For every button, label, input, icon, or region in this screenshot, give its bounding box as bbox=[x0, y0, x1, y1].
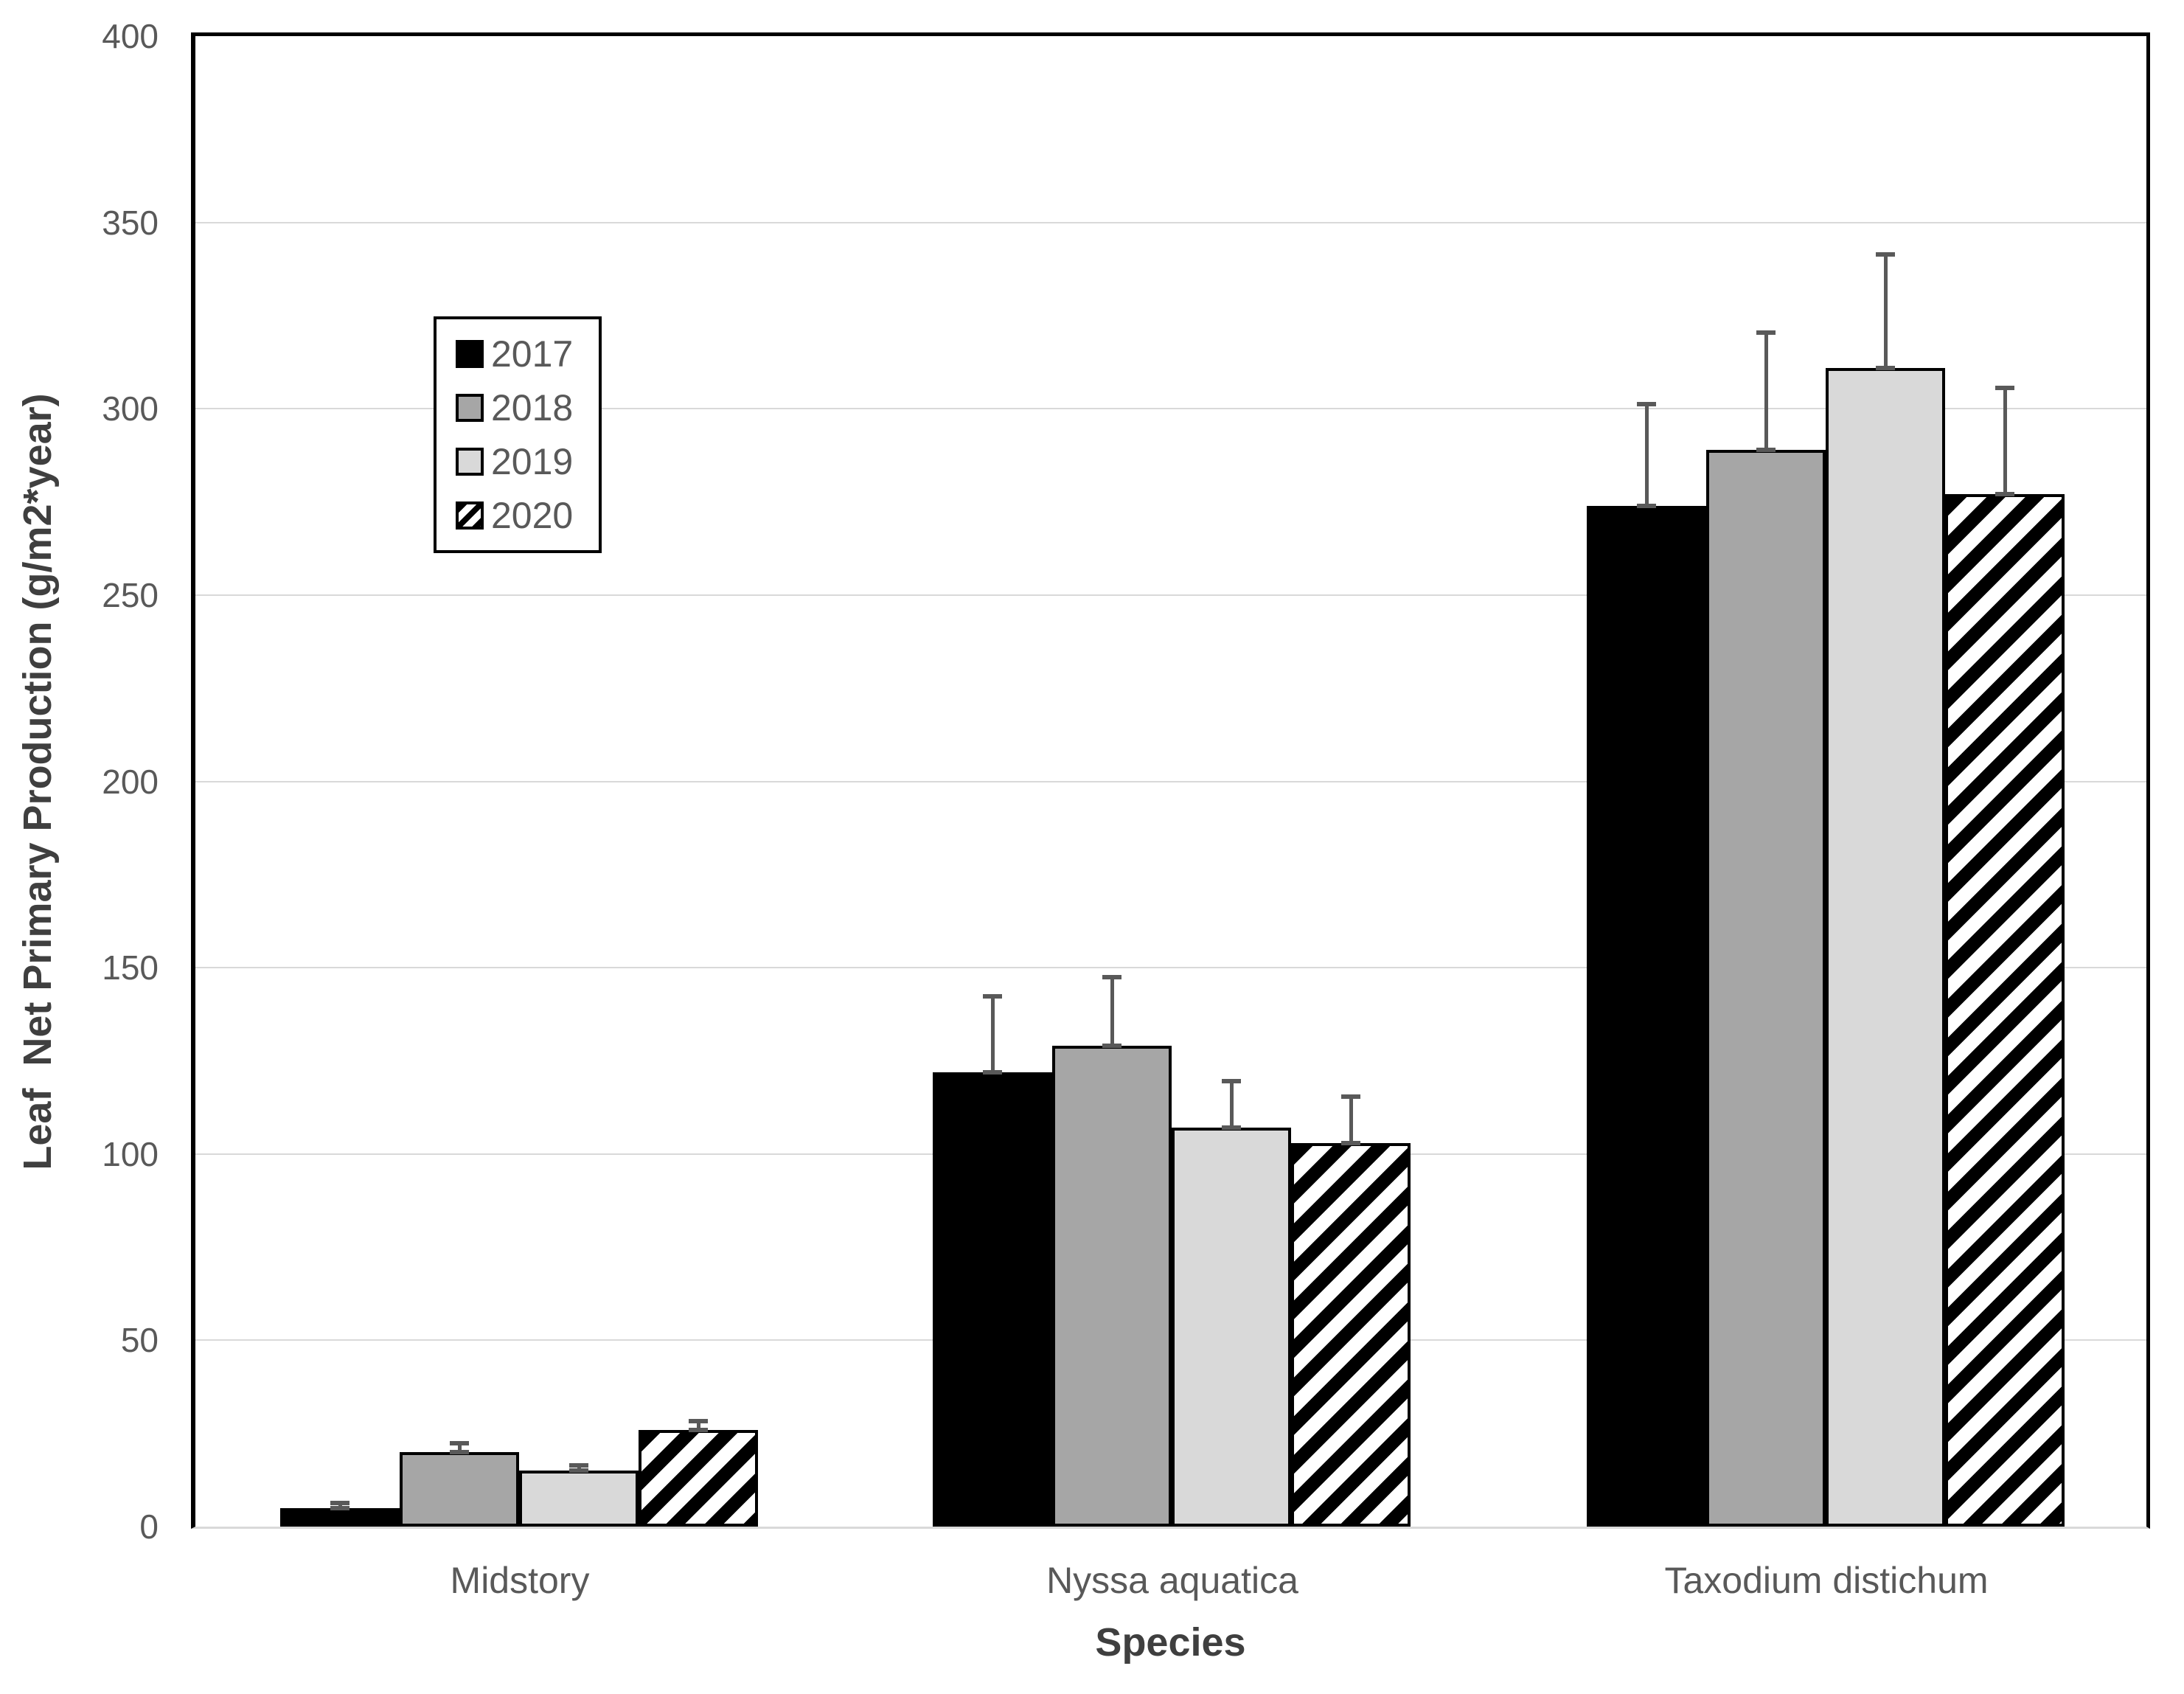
error-bar-cap-bottom bbox=[1995, 492, 2014, 496]
y-tick-label: 300 bbox=[102, 389, 159, 428]
error-bar-line bbox=[457, 1441, 462, 1452]
error-bar-cap-top bbox=[1102, 975, 1121, 979]
legend-label: 2019 bbox=[491, 441, 574, 483]
error-bar-cap-bottom bbox=[689, 1428, 708, 1432]
error-bar-cap-top bbox=[1995, 386, 2014, 390]
bar-2017-nyssa-aquatica bbox=[933, 1072, 1052, 1527]
x-category-label-taxodium: Taxodium distichum bbox=[1664, 1560, 1989, 1601]
bar-2020-nyssa-aquatica bbox=[1291, 1143, 1411, 1527]
error-bar-line bbox=[1349, 1094, 1353, 1143]
error-bar-line bbox=[696, 1419, 700, 1430]
error-bar bbox=[444, 1441, 475, 1454]
x-category-label-nyssa: Nyssa aquatica bbox=[1046, 1560, 1298, 1601]
y-tick-label: 0 bbox=[139, 1507, 159, 1546]
legend-item-2017: 2017 bbox=[456, 336, 599, 372]
legend-label: 2017 bbox=[491, 333, 574, 375]
error-bar-line bbox=[1764, 330, 1768, 450]
error-bar-cap-top bbox=[689, 1419, 708, 1423]
bar-2020-midstory bbox=[639, 1430, 758, 1527]
error-bar bbox=[1335, 1094, 1366, 1145]
error-bar-cap-top bbox=[569, 1463, 588, 1468]
x-category-label-midstory: Midstory bbox=[450, 1560, 590, 1601]
legend-item-2020: 2020 bbox=[456, 497, 599, 534]
error-bar-cap-top bbox=[1637, 402, 1656, 406]
error-bar-cap-top bbox=[983, 994, 1002, 999]
error-bar-line bbox=[1883, 252, 1888, 368]
legend-label: 2020 bbox=[491, 495, 574, 537]
error-bar-line bbox=[2003, 386, 2007, 494]
y-tick-label: 100 bbox=[102, 1134, 159, 1173]
error-bar bbox=[324, 1501, 355, 1510]
legend-label: 2018 bbox=[491, 386, 574, 428]
error-bar-cap-bottom bbox=[1876, 366, 1895, 370]
plot-area bbox=[191, 32, 2150, 1529]
legend-swatch-2020 bbox=[456, 501, 484, 530]
error-bar-line bbox=[1229, 1079, 1234, 1128]
error-bar bbox=[1989, 386, 2020, 496]
error-bar bbox=[977, 994, 1008, 1075]
bar-2018-nyssa-aquatica bbox=[1052, 1046, 1172, 1527]
error-bar-line bbox=[1110, 975, 1114, 1046]
y-tick-label: 350 bbox=[102, 203, 159, 242]
error-bar-cap-bottom bbox=[983, 1070, 1002, 1075]
error-bar-cap-bottom bbox=[1341, 1141, 1360, 1145]
legend-item-2019: 2019 bbox=[456, 443, 599, 480]
bar-2018-midstory bbox=[400, 1452, 519, 1527]
x-axis-title: Species bbox=[1095, 1620, 1246, 1665]
bar-2017-midstory bbox=[280, 1508, 400, 1527]
error-bar-cap-top bbox=[330, 1501, 349, 1505]
legend-swatch-2017 bbox=[456, 339, 484, 368]
bar-2018-taxodium-distichum bbox=[1706, 450, 1826, 1527]
gridline bbox=[195, 221, 2146, 223]
error-bar-cap-top bbox=[450, 1441, 469, 1445]
bar-2019-taxodium-distichum bbox=[1826, 368, 1945, 1527]
error-bar bbox=[1870, 252, 1901, 370]
y-tick-label: 150 bbox=[102, 948, 159, 987]
legend-swatch-2019 bbox=[456, 448, 484, 476]
error-bar bbox=[683, 1419, 714, 1432]
error-bar-cap-bottom bbox=[450, 1450, 469, 1454]
gridline bbox=[195, 408, 2146, 410]
gridline bbox=[195, 780, 2146, 782]
bar-2017-taxodium-distichum bbox=[1587, 506, 1706, 1527]
y-tick-label: 200 bbox=[102, 762, 159, 801]
error-bar bbox=[563, 1463, 594, 1473]
legend-item-2018: 2018 bbox=[456, 389, 599, 426]
error-bar bbox=[1216, 1079, 1247, 1130]
legend-swatch-2018 bbox=[456, 393, 484, 422]
error-bar-cap-bottom bbox=[330, 1506, 349, 1510]
bar-2020-taxodium-distichum bbox=[1945, 494, 2065, 1527]
error-bar bbox=[1096, 975, 1127, 1048]
y-axis-ticks: 0 50 100 150 200 250 300 350 400 bbox=[0, 19, 159, 1544]
error-bar-cap-bottom bbox=[1222, 1125, 1241, 1130]
error-bar-cap-top bbox=[1756, 330, 1776, 335]
error-bar bbox=[1631, 402, 1662, 508]
error-bar-line bbox=[1644, 402, 1649, 506]
error-bar bbox=[1750, 330, 1781, 452]
y-tick-label: 250 bbox=[102, 575, 159, 614]
error-bar-cap-bottom bbox=[569, 1468, 588, 1473]
error-bar-cap-top bbox=[1341, 1094, 1360, 1099]
error-bar-cap-bottom bbox=[1102, 1044, 1121, 1048]
error-bar-line bbox=[990, 994, 995, 1072]
legend: 2017 2018 2019 2020 bbox=[434, 316, 602, 553]
bar-2019-nyssa-aquatica bbox=[1172, 1128, 1291, 1527]
y-tick-label: 400 bbox=[102, 17, 159, 55]
error-bar-cap-top bbox=[1876, 252, 1895, 257]
y-tick-label: 50 bbox=[120, 1321, 159, 1360]
error-bar-cap-top bbox=[1222, 1079, 1241, 1083]
error-bar-cap-bottom bbox=[1637, 504, 1656, 508]
gridline bbox=[195, 594, 2146, 596]
error-bar-cap-bottom bbox=[1756, 448, 1776, 452]
bar-2019-midstory bbox=[519, 1471, 639, 1527]
gridline bbox=[195, 967, 2146, 969]
